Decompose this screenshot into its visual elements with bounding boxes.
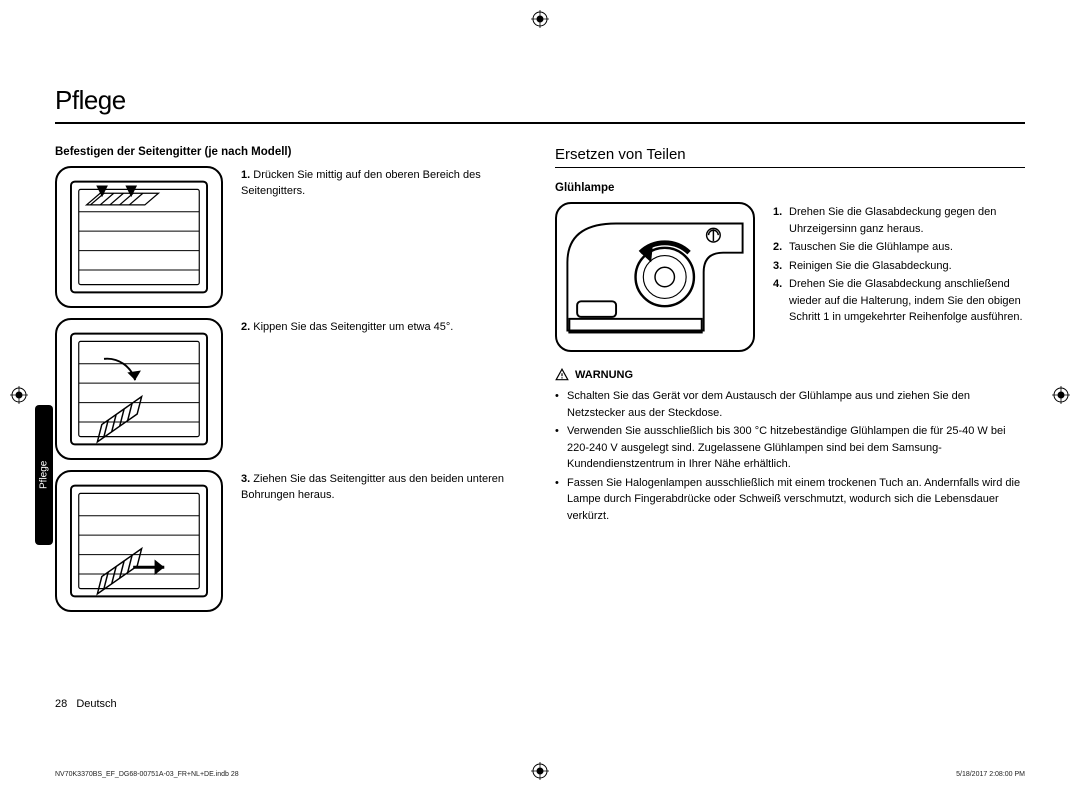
- step-3-text: 3. Ziehen Sie das Seitengitter aus den b…: [241, 470, 525, 504]
- crop-mark-bottom: [531, 762, 549, 780]
- section-title: Ersetzen von Teilen: [555, 146, 1025, 163]
- figure-step-3: [55, 470, 223, 612]
- step-text: Tauschen Sie die Glühlampe aus.: [789, 239, 1025, 256]
- left-heading: Befestigen der Seitengitter (je nach Mod…: [55, 146, 525, 158]
- page-number: 28: [55, 698, 67, 710]
- left-column: Befestigen der Seitengitter (je nach Mod…: [55, 146, 525, 622]
- page-footer: 28 Deutsch: [55, 698, 117, 710]
- list-item: 3.Reinigen Sie die Glasabdeckung.: [773, 258, 1025, 275]
- print-info-left: NV70K3370BS_EF_DG68-00751A-03_FR+NL+DE.i…: [55, 771, 239, 778]
- list-item: 2.Tauschen Sie die Glühlampe aus.: [773, 239, 1025, 256]
- list-item: Schalten Sie das Gerät vor dem Austausch…: [555, 388, 1025, 421]
- step-3-body: Ziehen Sie das Seitengitter aus den beid…: [241, 473, 504, 501]
- step-2-body: Kippen Sie das Seitengitter um etwa 45°.: [253, 321, 453, 333]
- step-2-num: 2.: [241, 321, 250, 333]
- step-text: Drehen Sie die Glasabdeckung anschließen…: [789, 276, 1025, 326]
- lamp-row: 1.Drehen Sie die Glasabdeckung gegen den…: [555, 202, 1025, 352]
- warning-text: Schalten Sie das Gerät vor dem Austausch…: [567, 388, 1025, 421]
- step-3-num: 3.: [241, 473, 250, 485]
- side-tab: Pflege: [35, 405, 53, 545]
- crop-mark-top: [531, 10, 549, 28]
- step-row-3: 3. Ziehen Sie das Seitengitter aus den b…: [55, 470, 525, 612]
- warning-icon: [555, 368, 569, 382]
- figure-lamp: [555, 202, 755, 352]
- step-1-body: Drücken Sie mittig auf den oberen Bereic…: [241, 169, 481, 197]
- columns: Befestigen der Seitengitter (je nach Mod…: [55, 146, 1025, 622]
- step-row-2: 2. Kippen Sie das Seitengitter um etwa 4…: [55, 318, 525, 460]
- step-text: Drehen Sie die Glasabdeckung gegen den U…: [789, 204, 1025, 237]
- print-info-right: 5/18/2017 2:08:00 PM: [956, 771, 1025, 778]
- list-item: 1.Drehen Sie die Glasabdeckung gegen den…: [773, 204, 1025, 237]
- crop-mark-right: [1052, 386, 1070, 404]
- step-1-num: 1.: [241, 169, 250, 181]
- crop-mark-left: [10, 386, 28, 404]
- step-num: 1.: [773, 204, 789, 237]
- list-item: 4.Drehen Sie die Glasabdeckung anschließ…: [773, 276, 1025, 326]
- warning-label: WARNUNG: [575, 369, 633, 381]
- warning-text: Fassen Sie Halogenlampen ausschließlich …: [567, 475, 1025, 525]
- title-rule: [55, 122, 1025, 124]
- page-language: Deutsch: [76, 698, 116, 710]
- step-num: 4.: [773, 276, 789, 326]
- lamp-steps: 1.Drehen Sie die Glasabdeckung gegen den…: [773, 202, 1025, 328]
- page-title: Pflege: [55, 85, 1025, 116]
- step-2-text: 2. Kippen Sie das Seitengitter um etwa 4…: [241, 318, 525, 336]
- step-text: Reinigen Sie die Glasabdeckung.: [789, 258, 1025, 275]
- step-num: 3.: [773, 258, 789, 275]
- warning-text: Verwenden Sie ausschließlich bis 300 °C …: [567, 423, 1025, 473]
- list-item: Verwenden Sie ausschließlich bis 300 °C …: [555, 423, 1025, 473]
- step-1-text: 1. Drücken Sie mittig auf den oberen Ber…: [241, 166, 525, 200]
- figure-step-2: [55, 318, 223, 460]
- warning-head: WARNUNG: [555, 368, 1025, 382]
- lamp-instruction-list: 1.Drehen Sie die Glasabdeckung gegen den…: [773, 204, 1025, 326]
- list-item: Fassen Sie Halogenlampen ausschließlich …: [555, 475, 1025, 525]
- right-column: Ersetzen von Teilen Glühlampe: [555, 146, 1025, 622]
- step-row-1: 1. Drücken Sie mittig auf den oberen Ber…: [55, 166, 525, 308]
- right-subhead: Glühlampe: [555, 182, 1025, 194]
- section-rule: [555, 167, 1025, 168]
- page-content: Pflege Befestigen der Seitengitter (je n…: [55, 30, 1025, 750]
- step-num: 2.: [773, 239, 789, 256]
- figure-step-1: [55, 166, 223, 308]
- warning-list: Schalten Sie das Gerät vor dem Austausch…: [555, 388, 1025, 524]
